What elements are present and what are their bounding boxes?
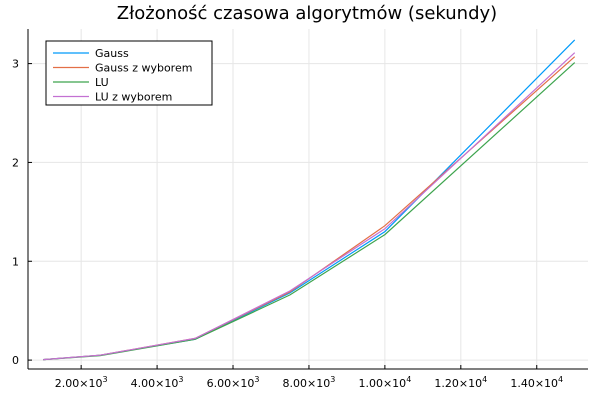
x-tick-label: 1.40×104: [510, 375, 563, 390]
x-tick-mantissa: 8.00×10: [283, 377, 331, 390]
x-tick-exponent: 3: [178, 375, 183, 384]
y-tick-label: 0: [12, 354, 19, 367]
legend-box: [45, 40, 213, 106]
legend-label: Gauss: [95, 47, 129, 60]
x-tick-mantissa: 1.40×10: [510, 377, 558, 390]
legend-label: LU z wyborem: [95, 91, 172, 104]
x-tick-label: 6.00×103: [207, 375, 260, 390]
x-tick-mantissa: 1.20×10: [434, 377, 482, 390]
series-line-lu-z-wyborem: [43, 52, 576, 361]
series-lines: [43, 39, 576, 361]
x-tick-mantissa: 1.00×10: [358, 377, 406, 390]
legend-label: Gauss z wyborem: [95, 62, 192, 75]
x-tick-label: 1.20×104: [434, 375, 487, 390]
x-tick-exponent: 4: [482, 375, 487, 384]
x-tick-label: 4.00×103: [131, 375, 184, 390]
y-tick-label: 2: [12, 156, 19, 169]
x-tick-label: 1.00×104: [358, 375, 411, 390]
legend-label: LU: [95, 76, 109, 89]
x-tick-exponent: 3: [102, 375, 107, 384]
x-tick-mantissa: 4.00×10: [131, 377, 179, 390]
chart-title: Złożoność czasowa algorytmów (sekundy): [117, 3, 497, 24]
x-tick-exponent: 4: [558, 375, 563, 384]
x-tick-exponent: 3: [330, 375, 335, 384]
x-tick-label: 2.00×103: [55, 375, 108, 390]
x-tick-exponent: 4: [406, 375, 411, 384]
x-tick-label: 8.00×103: [283, 375, 336, 390]
axes: 2.00×103 4.00×103 6.00×103 8.00×103 1.00×104…: [12, 29, 588, 390]
x-tick-mantissa: 2.00×10: [55, 377, 103, 390]
y-tick-label: 3: [12, 58, 19, 71]
x-tick-exponent: 3: [254, 375, 259, 384]
y-tick-label: 1: [12, 255, 19, 268]
x-tick-mantissa: 6.00×10: [207, 377, 255, 390]
